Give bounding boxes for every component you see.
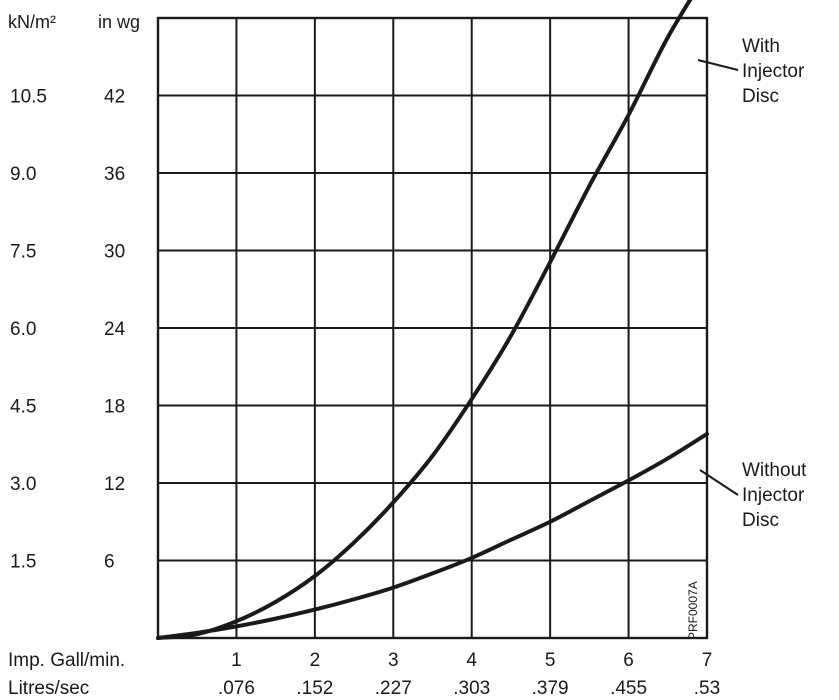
- x-secondary-tick-label: .227: [375, 678, 412, 699]
- series-with-injector-disc-curve: [156, 0, 693, 640]
- series-leader-line: [697, 59, 739, 71]
- series-curves: [156, 0, 709, 640]
- x-secondary-tick-label: .152: [296, 678, 333, 699]
- x-tick-label: 7: [702, 650, 713, 671]
- series-label-with-injector-disc: Injector: [742, 61, 805, 82]
- x-tick-label: 2: [310, 650, 321, 671]
- x-tick-label: 3: [388, 650, 399, 671]
- x-secondary-tick-label: .303: [453, 678, 490, 699]
- y-secondary-tick-label: 4.5: [10, 397, 36, 418]
- series-label-without-injector-disc: Disc: [742, 510, 779, 531]
- y-secondary-tick-label: 9.0: [10, 164, 36, 185]
- axis-labels: kN/m² in wg Imp. Gall/min. Litres/sec PR…: [8, 12, 700, 699]
- y-secondary-tick-label: 7.5: [10, 242, 36, 263]
- y-axis-secondary-label: kN/m²: [8, 12, 56, 32]
- series-label-with-injector-disc: With: [742, 36, 780, 57]
- x-axis-secondary-label: Litres/sec: [8, 678, 89, 699]
- x-secondary-tick-label: .53: [694, 678, 720, 699]
- x-secondary-tick-label: .076: [218, 678, 255, 699]
- y-secondary-tick-label: 1.5: [10, 552, 36, 573]
- series-without-injector-disc-curve: [156, 431, 709, 640]
- y-secondary-tick-label: 3.0: [10, 474, 36, 495]
- y-secondary-tick-label: 6.0: [10, 319, 36, 340]
- y-tick-label: 12: [104, 474, 125, 495]
- x-secondary-tick-label: .455: [610, 678, 647, 699]
- grid-lines: [158, 18, 707, 638]
- y-tick-label: 24: [104, 319, 126, 340]
- y-tick-label: 6: [104, 552, 115, 573]
- series-leader-line: [699, 469, 739, 496]
- x-secondary-tick-label: .379: [532, 678, 569, 699]
- y-secondary-tick-label: 10.5: [10, 87, 47, 108]
- series-label-without-injector-disc: Injector: [742, 485, 805, 506]
- series-labels: With Injector Disc Without Injector Disc: [697, 36, 807, 531]
- x-tick-label: 4: [466, 650, 477, 671]
- x-tick-label: 5: [545, 650, 556, 671]
- y-tick-label: 18: [104, 397, 125, 418]
- x-tick-label: 1: [231, 650, 242, 671]
- drawing-code-annotation: PRF0007A: [686, 581, 700, 640]
- plot-frame: [156, 16, 709, 640]
- series-label-without-injector-disc: Without: [742, 460, 807, 481]
- x-axis-label: Imp. Gall/min.: [8, 650, 125, 671]
- y-tick-label: 42: [104, 87, 125, 108]
- y-tick-label: 36: [104, 164, 125, 185]
- y-axis-label: in wg: [98, 12, 140, 32]
- series-label-with-injector-disc: Disc: [742, 86, 779, 107]
- x-tick-label: 6: [623, 650, 634, 671]
- y-tick-label: 30: [104, 242, 125, 263]
